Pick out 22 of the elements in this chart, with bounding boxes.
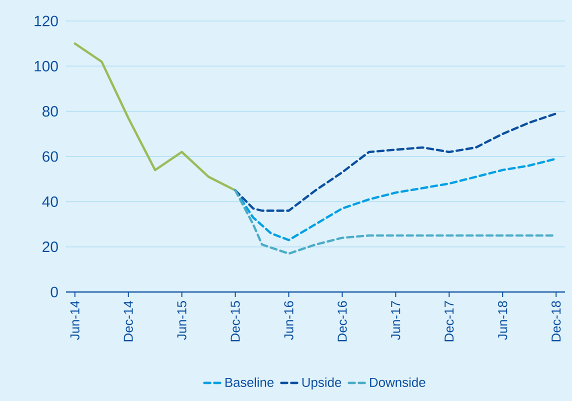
x-tick-label: Jun-15: [177, 301, 186, 340]
x-tick-label: Dec-16: [338, 301, 347, 342]
x-tick-label: Dec-14: [124, 300, 133, 342]
y-tick-label: 0: [50, 286, 58, 298]
x-tick-label: Dec-15: [230, 301, 240, 342]
x-tick-label: Jun-16: [284, 301, 294, 340]
y-tick-label: 60: [42, 151, 58, 162]
x-tick-label: Jun-14: [70, 300, 80, 340]
x-tick-label: Dec-17: [444, 301, 454, 342]
y-tick-label: 20: [42, 242, 58, 252]
legend-label: Downside: [370, 377, 426, 387]
line-series: [234, 112, 558, 212]
x-tick-label: Jun-17: [391, 301, 400, 340]
x-tick-label: Dec-18: [552, 301, 561, 342]
y-tick-label: 100: [34, 60, 58, 72]
x-tick-label: Jun-18: [498, 301, 508, 340]
legend-label: Upside: [302, 377, 342, 390]
line-series: [74, 42, 236, 192]
y-tick-label: 40: [42, 196, 58, 207]
y-tick-label: 120: [34, 16, 58, 26]
y-tick-label: 80: [42, 106, 58, 117]
legend-label: Baseline: [226, 377, 274, 387]
